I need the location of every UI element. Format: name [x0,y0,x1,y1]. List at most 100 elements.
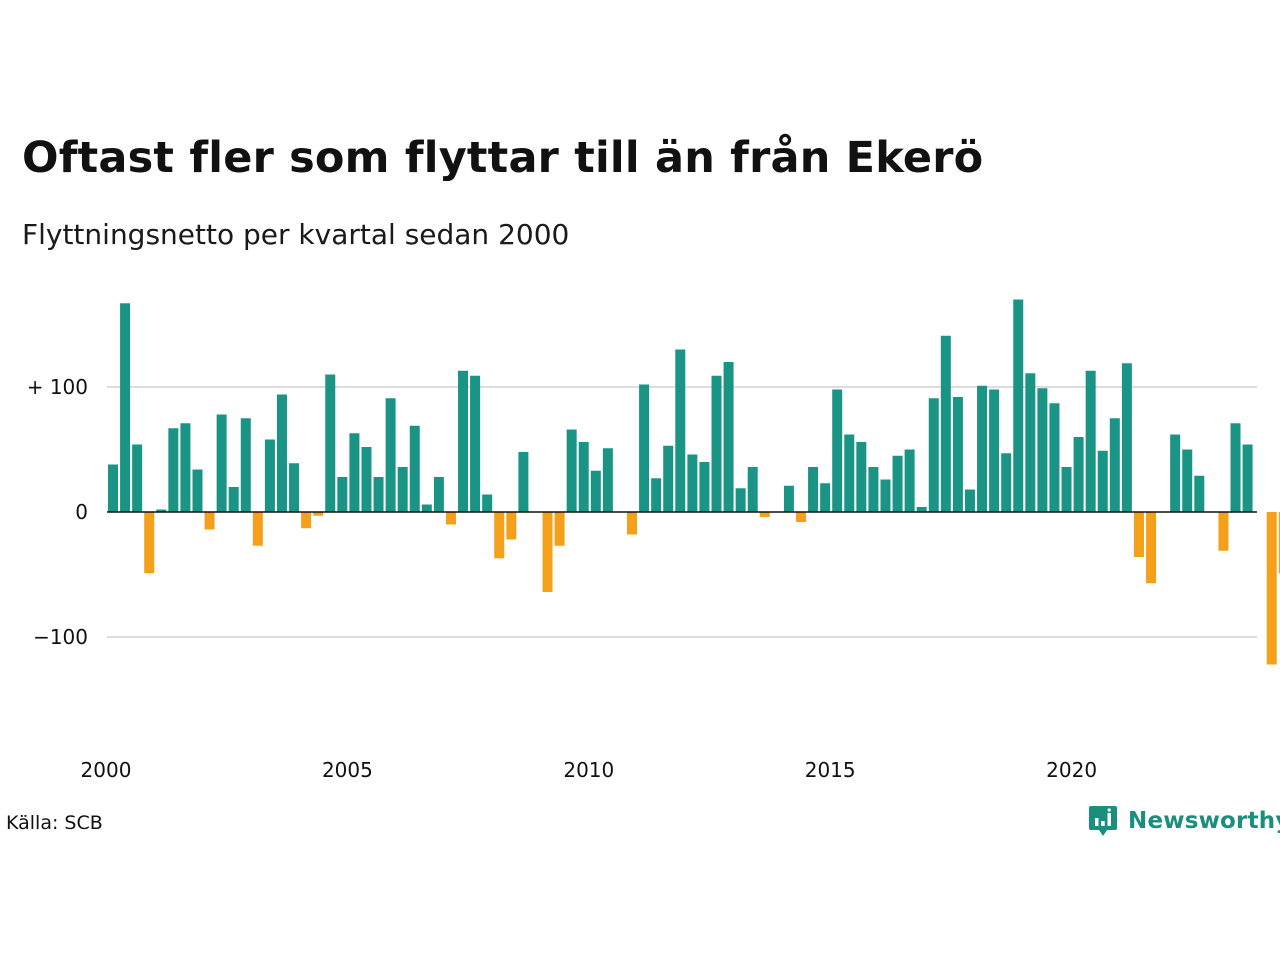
bar [856,442,867,512]
bar [880,479,891,512]
y-tick-labels: + 100 0 −100 [27,375,88,649]
bar [1037,388,1048,512]
bar [361,447,372,512]
bar [409,425,420,512]
bar [1025,373,1036,512]
bar [204,512,215,530]
bar [1170,434,1181,512]
bar [578,442,589,512]
bars [108,299,1280,665]
source-note: Källa: SCB [6,812,103,834]
bar [844,434,855,512]
bar [132,444,143,512]
bar [144,512,155,574]
bar [470,375,481,512]
bar [892,455,903,512]
bar [1073,437,1084,512]
bar [240,418,251,512]
bar [795,512,806,522]
bar [301,512,312,529]
bar [325,374,336,512]
bar [385,398,396,512]
x-tick-label: 2005 [322,758,373,782]
bar [289,463,300,512]
bar [120,303,131,512]
bar [1013,299,1024,512]
bar [542,512,553,592]
bar [566,429,577,512]
bar [458,370,469,512]
bar [711,375,722,512]
bar [482,494,493,512]
bar [783,485,794,512]
bar [1218,512,1229,551]
bar [1001,453,1012,512]
bar [627,512,638,535]
bar [735,488,746,512]
bar [433,477,444,512]
bar [952,397,963,512]
bar [1278,512,1280,574]
bar [180,423,191,512]
bar [964,489,975,512]
newsworthy-logo-text: Newsworthy [1128,808,1280,834]
bar [421,504,432,512]
x-tick-labels: 2000 2005 2010 2015 2020 [81,758,1098,782]
bar [1109,418,1120,512]
bar [349,433,360,512]
bar [337,477,348,512]
bar [373,477,384,512]
bar [602,448,613,512]
newsworthy-logo[interactable]: Newsworthy [1088,804,1280,838]
x-tick-label: 2015 [805,758,856,782]
bar [663,445,674,512]
bar [1230,423,1241,512]
bar [168,428,179,512]
bar [1242,444,1253,512]
y-tick-label: 0 [75,500,88,524]
bar [228,487,239,512]
bar [820,483,831,512]
bar [1085,370,1096,512]
bar [397,467,408,512]
bar [156,509,167,512]
bar [494,512,505,559]
bar [747,467,758,512]
bar [832,389,843,512]
bar [639,384,650,512]
bar [1182,449,1193,512]
bar [192,469,203,512]
bar [759,512,770,517]
bar [916,507,927,512]
bar [1049,403,1060,512]
bar [928,398,939,512]
bar [989,389,1000,512]
bar [940,335,951,512]
bar [276,394,287,512]
bar [977,385,988,512]
bar [252,512,263,546]
chart-title: Oftast fler som flyttar till än från Eke… [22,133,984,183]
bar [313,512,324,516]
x-tick-label: 2000 [81,758,132,782]
bar [1194,475,1205,512]
newsworthy-logo-icon [1089,806,1117,836]
bar [445,512,456,525]
y-tick-label: −100 [33,625,88,649]
bar [868,467,879,512]
y-tick-label: + 100 [27,375,88,399]
bar [651,478,662,512]
bar [518,452,529,512]
bar [1133,512,1144,557]
bar [1097,450,1108,512]
bar [699,462,710,512]
bar [675,349,686,512]
bar [808,467,819,512]
bar [554,512,565,546]
bar [108,464,118,512]
bar [1121,363,1132,512]
bar [904,449,915,512]
bar [506,512,517,540]
bar [590,470,601,512]
